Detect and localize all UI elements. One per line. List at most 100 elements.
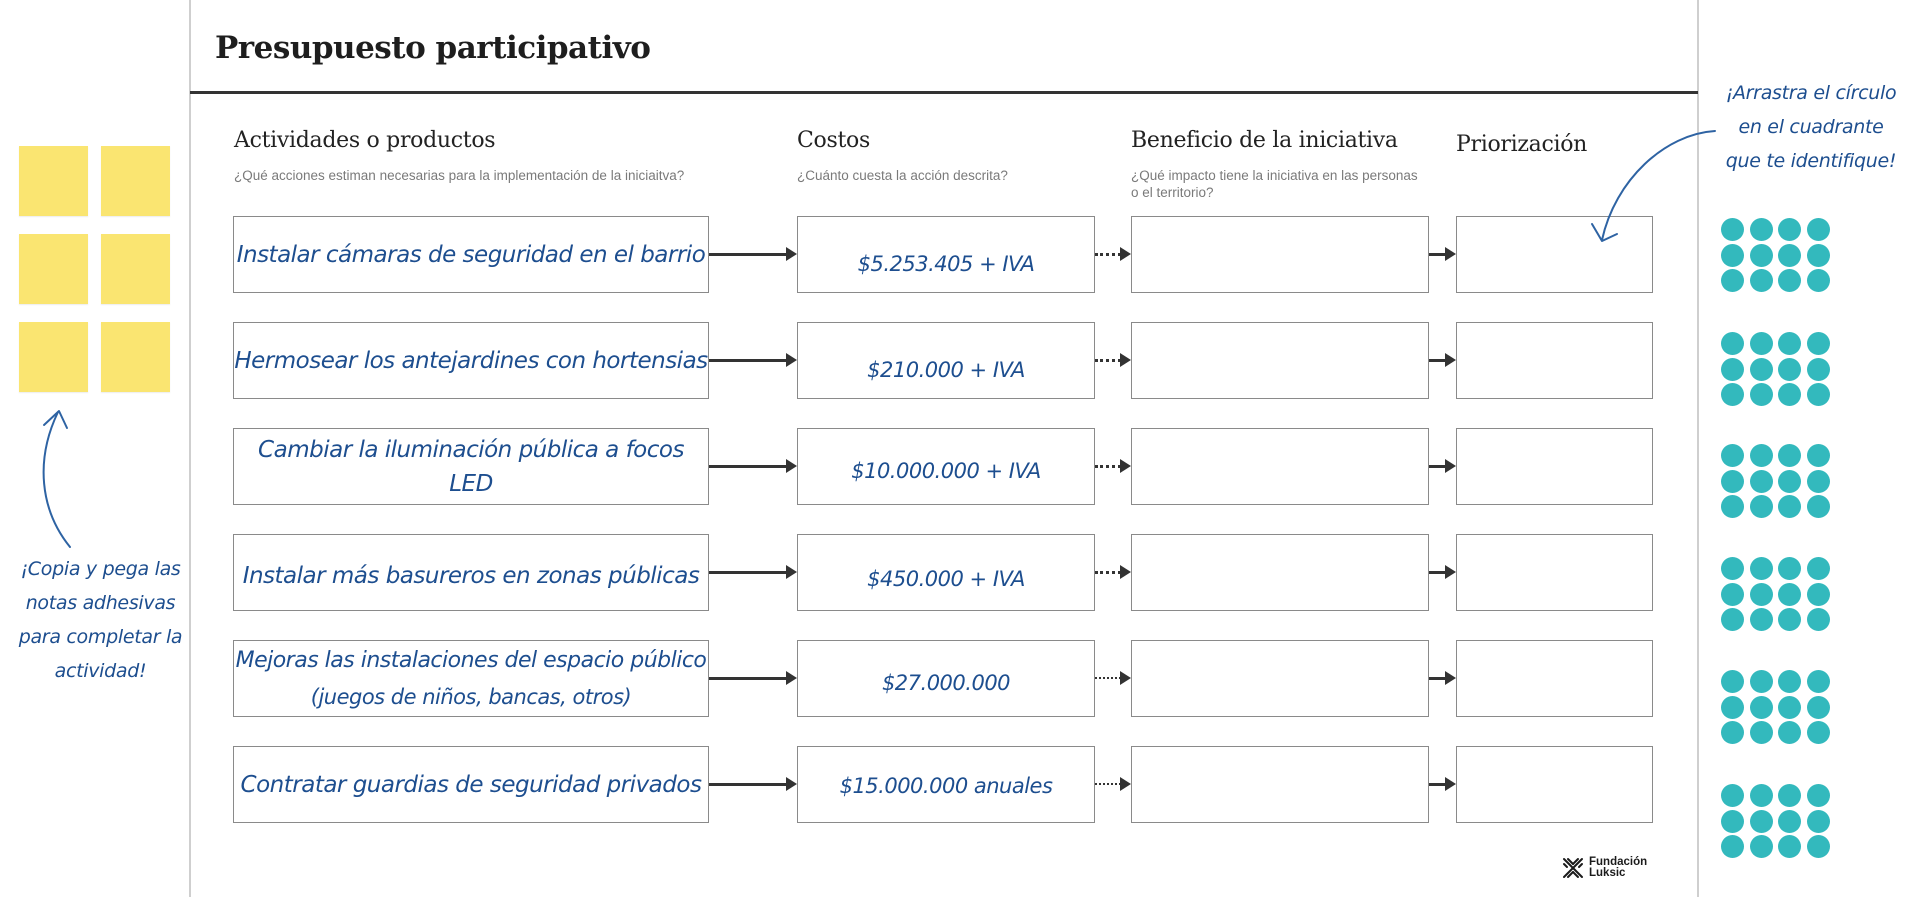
sticky-note-2[interactable] — [101, 146, 170, 216]
draggable-circle[interactable] — [1778, 835, 1801, 859]
draggable-circle[interactable] — [1778, 809, 1801, 833]
draggable-circle[interactable] — [1778, 582, 1801, 606]
draggable-circle[interactable] — [1721, 670, 1744, 693]
draggable-circle[interactable] — [1806, 332, 1830, 355]
draggable-circle[interactable] — [1749, 332, 1773, 355]
draggable-circle[interactable] — [1806, 557, 1830, 580]
draggable-circle[interactable] — [1806, 835, 1830, 859]
draggable-circle[interactable] — [1749, 383, 1773, 407]
sticky-note-5[interactable] — [19, 322, 88, 392]
draggable-circle[interactable] — [1721, 835, 1744, 859]
draggable-circle[interactable] — [1721, 218, 1744, 241]
draggable-circle[interactable] — [1806, 357, 1830, 381]
priority-box-6[interactable] — [1456, 746, 1653, 823]
draggable-circle[interactable] — [1721, 332, 1744, 355]
benefit-box-3[interactable] — [1131, 428, 1429, 505]
draggable-circle[interactable] — [1778, 357, 1801, 381]
sticky-note-6[interactable] — [101, 322, 170, 392]
draggable-circle[interactable] — [1749, 721, 1773, 745]
cost-box-6[interactable]: $15.000.000 anuales — [797, 746, 1095, 823]
activity-box-5[interactable]: Mejoras las instalaciones del espacio pú… — [233, 640, 709, 717]
draggable-circle[interactable] — [1778, 557, 1801, 580]
priority-box-3[interactable] — [1456, 428, 1653, 505]
draggable-circle[interactable] — [1749, 469, 1773, 493]
draggable-circle[interactable] — [1749, 695, 1773, 719]
draggable-circle[interactable] — [1721, 383, 1744, 407]
draggable-circle[interactable] — [1778, 695, 1801, 719]
activity-box-2[interactable]: Hermosear los antejardines con hortensia… — [233, 322, 709, 399]
priority-box-2[interactable] — [1456, 322, 1653, 399]
draggable-circle[interactable] — [1806, 582, 1830, 606]
draggable-circle[interactable] — [1778, 269, 1801, 293]
draggable-circle[interactable] — [1778, 383, 1801, 407]
priority-box-1[interactable] — [1456, 216, 1653, 293]
draggable-circle[interactable] — [1806, 444, 1830, 467]
draggable-circle[interactable] — [1778, 608, 1801, 632]
draggable-circle[interactable] — [1721, 357, 1744, 381]
draggable-circle[interactable] — [1806, 218, 1830, 241]
draggable-circle[interactable] — [1806, 243, 1830, 267]
draggable-circle[interactable] — [1721, 809, 1744, 833]
activity-box-4[interactable]: Instalar más basureros en zonas públicas — [233, 534, 709, 611]
draggable-circle[interactable] — [1778, 444, 1801, 467]
draggable-circle[interactable] — [1721, 243, 1744, 267]
draggable-circle[interactable] — [1778, 218, 1801, 241]
draggable-circle[interactable] — [1806, 695, 1830, 719]
draggable-circle[interactable] — [1778, 721, 1801, 745]
draggable-circle[interactable] — [1749, 557, 1773, 580]
draggable-circle[interactable] — [1721, 784, 1744, 807]
draggable-circle[interactable] — [1749, 582, 1773, 606]
draggable-circle[interactable] — [1749, 444, 1773, 467]
draggable-circle[interactable] — [1806, 269, 1830, 293]
activity-box-1[interactable]: Instalar cámaras de seguridad en el barr… — [233, 216, 709, 293]
draggable-circle[interactable] — [1778, 495, 1801, 519]
activity-box-6[interactable]: Contratar guardias de seguridad privados — [233, 746, 709, 823]
priority-box-5[interactable] — [1456, 640, 1653, 717]
cost-box-3[interactable]: $10.000.000 + IVA — [797, 428, 1095, 505]
draggable-circle[interactable] — [1721, 269, 1744, 293]
sticky-note-3[interactable] — [19, 234, 88, 304]
draggable-circle[interactable] — [1778, 243, 1801, 267]
draggable-circle[interactable] — [1806, 608, 1830, 632]
draggable-circle[interactable] — [1749, 835, 1773, 859]
benefit-box-6[interactable] — [1131, 746, 1429, 823]
benefit-box-1[interactable] — [1131, 216, 1429, 293]
draggable-circle[interactable] — [1721, 608, 1744, 632]
sticky-note-4[interactable] — [101, 234, 170, 304]
cost-box-2[interactable]: $210.000 + IVA — [797, 322, 1095, 399]
draggable-circle[interactable] — [1721, 695, 1744, 719]
cost-box-5[interactable]: $27.000.000 — [797, 640, 1095, 717]
draggable-circle[interactable] — [1749, 495, 1773, 519]
draggable-circle[interactable] — [1721, 557, 1744, 580]
activity-box-3[interactable]: Cambiar la iluminación pública a focos L… — [233, 428, 709, 505]
cost-box-4[interactable]: $450.000 + IVA — [797, 534, 1095, 611]
draggable-circle[interactable] — [1749, 670, 1773, 693]
draggable-circle[interactable] — [1778, 670, 1801, 693]
draggable-circle[interactable] — [1806, 495, 1830, 519]
draggable-circle[interactable] — [1749, 269, 1773, 293]
draggable-circle[interactable] — [1778, 469, 1801, 493]
draggable-circle[interactable] — [1721, 495, 1744, 519]
benefit-box-4[interactable] — [1131, 534, 1429, 611]
draggable-circle[interactable] — [1749, 608, 1773, 632]
draggable-circle[interactable] — [1806, 670, 1830, 693]
draggable-circle[interactable] — [1806, 721, 1830, 745]
draggable-circle[interactable] — [1749, 218, 1773, 241]
draggable-circle[interactable] — [1749, 809, 1773, 833]
priority-box-4[interactable] — [1456, 534, 1653, 611]
draggable-circle[interactable] — [1749, 784, 1773, 807]
draggable-circle[interactable] — [1806, 383, 1830, 407]
draggable-circle[interactable] — [1721, 444, 1744, 467]
draggable-circle[interactable] — [1721, 469, 1744, 493]
draggable-circle[interactable] — [1806, 784, 1830, 807]
cost-box-1[interactable]: $5.253.405 + IVA — [797, 216, 1095, 293]
draggable-circle[interactable] — [1778, 784, 1801, 807]
draggable-circle[interactable] — [1778, 332, 1801, 355]
draggable-circle[interactable] — [1806, 809, 1830, 833]
draggable-circle[interactable] — [1721, 721, 1744, 745]
benefit-box-5[interactable] — [1131, 640, 1429, 717]
draggable-circle[interactable] — [1749, 357, 1773, 381]
sticky-note-1[interactable] — [19, 146, 88, 216]
benefit-box-2[interactable] — [1131, 322, 1429, 399]
draggable-circle[interactable] — [1806, 469, 1830, 493]
